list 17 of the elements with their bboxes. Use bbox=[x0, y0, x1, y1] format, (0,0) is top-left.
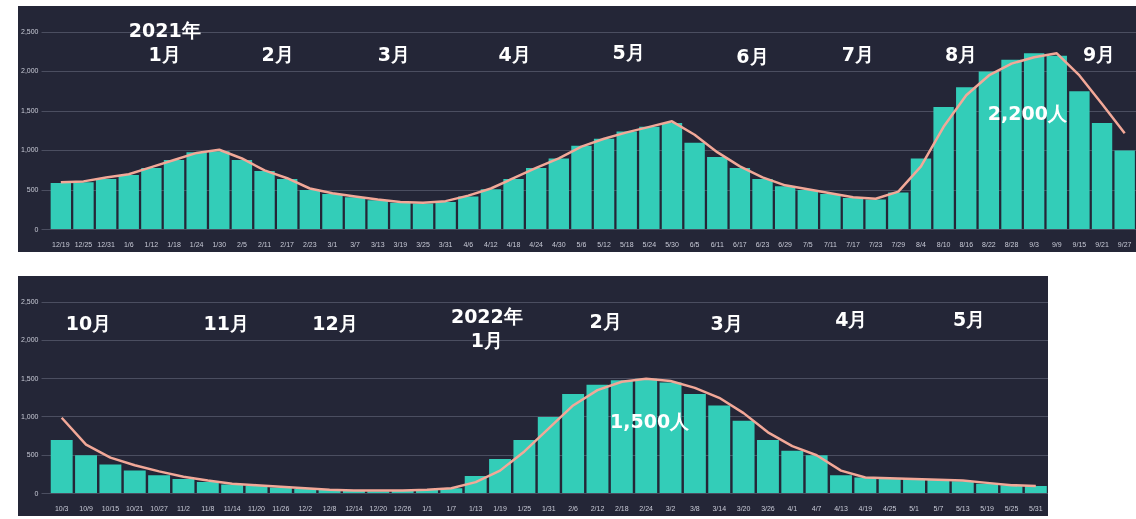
annotation: 9月 bbox=[1082, 42, 1116, 65]
annotation: 6月 bbox=[736, 44, 769, 67]
annotation: 2022年 1月 bbox=[450, 305, 523, 352]
annotation: 2月 bbox=[589, 310, 622, 333]
annotation: 3月 bbox=[377, 42, 411, 65]
annotation: 7月 bbox=[841, 42, 874, 65]
annotation: 10月 bbox=[65, 311, 112, 334]
annotation: 4月 bbox=[498, 42, 531, 65]
annotation: 12月 bbox=[312, 311, 358, 334]
annotation: 2021年 1月 bbox=[128, 18, 201, 65]
annotation: 5月 bbox=[612, 40, 645, 63]
annotation: 4月 bbox=[835, 308, 868, 331]
annotation: 8月 bbox=[944, 42, 978, 65]
annotation: 3月 bbox=[710, 311, 743, 334]
annotation: 2月 bbox=[261, 42, 294, 65]
annotation: 11月 bbox=[203, 311, 249, 334]
annotation: 5月 bbox=[953, 308, 986, 331]
